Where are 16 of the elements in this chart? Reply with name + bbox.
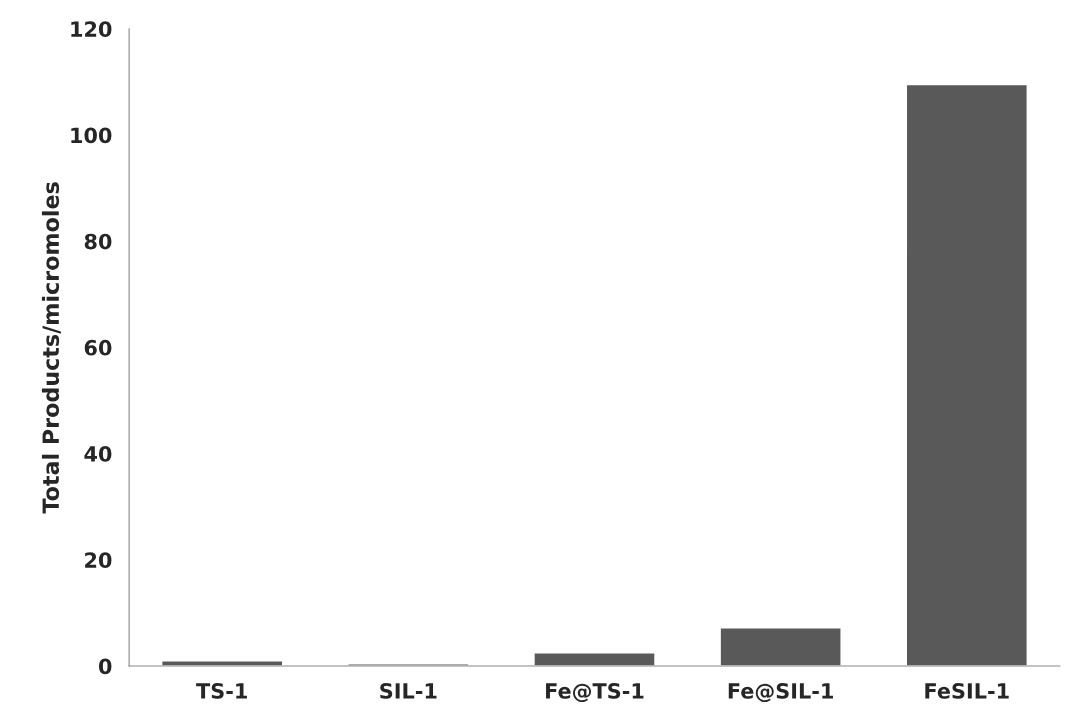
x-tick-label: Fe@SIL-1 <box>728 683 833 703</box>
y-tick-label: 40 <box>84 446 112 462</box>
y-tick-label: 120 <box>71 21 112 38</box>
y-tick-label: 20 <box>85 552 112 569</box>
bar <box>905 83 1028 666</box>
bar <box>533 652 656 666</box>
bar <box>719 627 842 666</box>
x-tick-label: FeSIL-1 <box>925 683 1009 699</box>
y-tick-label: 0 <box>98 658 112 675</box>
y-tick-label: 60 <box>84 339 112 356</box>
x-tick-label: Fe@TS-1 <box>546 683 644 703</box>
y-axis-title: Total Products/micromoles <box>41 182 61 514</box>
y-tick-label: 80 <box>84 233 112 250</box>
x-tick-label: TS-1 <box>196 683 247 699</box>
x-tick-label: SIL-1 <box>380 683 437 699</box>
y-tick-label: 100 <box>71 127 112 144</box>
